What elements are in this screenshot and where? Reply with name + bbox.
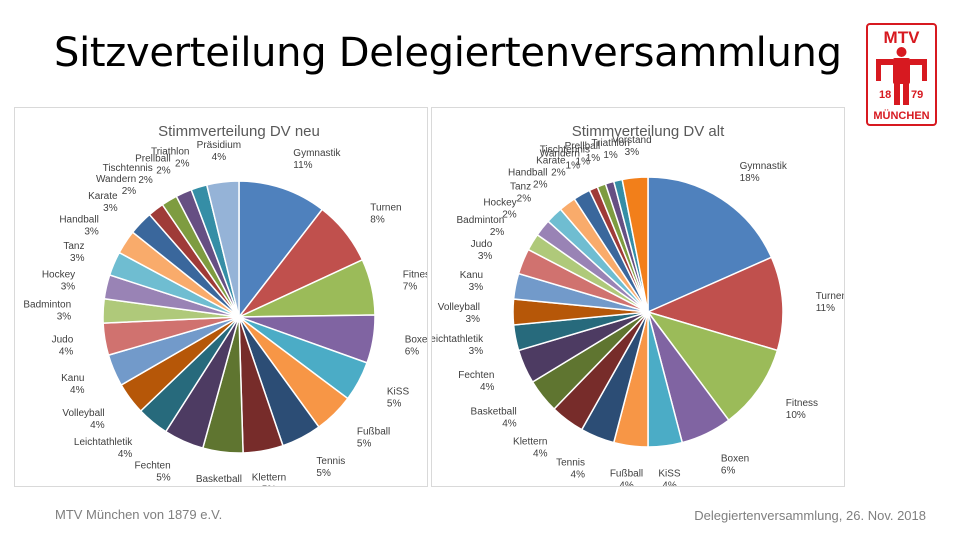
pie-slice-turnen [645,256,784,352]
logo-bottom-text: MÜNCHEN [873,109,929,122]
slice-label-fussball: Fußball4% [610,469,643,486]
pie-slice-gymnastik [647,176,773,314]
slice-label-kanu: Kanu 3% [460,270,483,293]
chart-dv-alt: Stimmverteilung DV alt Gymnastik 18% Turne… [431,107,845,487]
mtv-logo: MTV 18 79 MÜNCHEN [866,23,937,126]
slice-label-fechten: Fechten 4% [458,370,494,393]
slice-label-karate: Karate 3% [88,191,118,214]
slice-label-fitness: Fitness 10% [786,398,818,421]
slice-label-klettern: Klettern 4% [513,437,548,460]
slice-label-tanz: Tanz 2% [510,181,531,204]
chart-title: Stimmverteilung DV neu [158,123,320,140]
slice-label-handball: Handball 3% [59,214,99,237]
slice-label-tischtennis: Tischtennis 1% [540,144,590,167]
slice-label-tennis: Tennis 5% [316,456,345,479]
pie-slice-vorstand [621,176,649,313]
gymnast-figure-icon [876,47,927,105]
chart-title: Stimmverteilung DV alt [572,123,725,140]
slice-label-turnen: Turnen 11% [816,291,844,314]
slice-label-leichtathletik: Leichtathletik 4% [74,437,133,460]
slice-label-prellball: Prellball 2% [135,154,171,177]
footer-organization: MTV München von 1879 e.V. [55,507,223,522]
slice-label-leichtathletik: Leichtathletik3% [432,334,484,357]
slice-label-badminton: Badminton 2% [456,215,504,238]
pie-slice-praesidium [205,180,240,318]
slice-label-hockey: Hockey 3% [42,270,75,293]
slice-label-volleyball: Volleyball 4% [62,408,104,431]
slice-label-handball: Handball 2% [508,167,548,190]
slice-label-prellball: Prellball 1% [565,141,601,164]
slice-label-fussball: Fußball 5% [357,427,390,450]
slice-label-gymnastik: Gymnastik 11% [293,148,341,171]
slice-label-tennis: Tennis 4% [556,458,585,481]
slice-label-kiss: KiSS4% [658,469,681,486]
slide-title: Sitzverteilung Delegiertenversammlung [54,30,842,76]
slice-label-triathlon: Triathlon 1% [591,138,630,161]
slice-label-praesidium: Präsidium 4% [197,140,241,163]
slice-label-badminton: Badminton 3% [23,300,71,323]
slice-label-karate: Karate 2% [536,156,566,179]
slice-label-hockey: Hockey 2% [483,197,516,220]
logo-top-text: MTV [884,28,921,47]
slice-label-basketball: Basketball5% [196,474,242,486]
slice-label-judo: Judo 4% [52,335,74,358]
pie-chart-dv-alt: Stimmverteilung DV alt Gymnastik 18% Turne… [432,123,844,486]
footer-event-date: Delegiertenversammlung, 26. Nov. 2018 [694,508,926,523]
slice-label-basketball: Basketball 4% [471,407,517,430]
slice-label-kanu: Kanu 4% [61,373,84,396]
slice-label-fitness: Fitness7% [403,270,427,293]
slice-label-kiss: KiSS 5% [387,387,410,410]
pie-chart-dv-neu: Stimmverteilung DV neu Gymnastik 11% Turne… [23,123,427,486]
slice-label-wandern: Wandern 2% [96,174,136,197]
slice-label-vorstand: Vorstand 3% [612,135,651,158]
slice-label-judo: Judo 3% [471,239,493,262]
slice-label-gymnastik: Gymnastik 18% [740,161,788,184]
logo-year-right: 79 [911,89,923,101]
chart-dv-neu: Stimmverteilung DV neu Gymnastik 11% Turne… [14,107,428,487]
slice-label-turnen: Turnen 8% [370,202,401,225]
slice-label-tanz: Tanz 3% [63,241,84,264]
slice-label-klettern: Klettern5% [252,472,286,486]
pie-slice-fitness [646,310,779,422]
slice-label-triathlon: Triathlon 2% [151,147,190,170]
slice-label-wandern: Wandern 1% [540,148,580,171]
slice-label-fechten: Fechten 5% [135,461,171,484]
pie-slice-gymnastik [238,180,324,320]
slice-label-volleyball: Volleyball 3% [438,302,480,325]
logo-year-left: 18 [879,89,891,101]
slice-label-tischtennis: Tischtennis 2% [103,163,153,186]
